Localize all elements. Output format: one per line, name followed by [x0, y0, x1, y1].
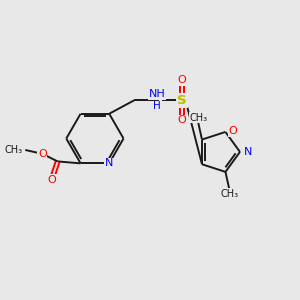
Text: O: O [177, 116, 186, 125]
Text: S: S [177, 94, 187, 107]
Text: NH: NH [148, 89, 165, 99]
Text: CH₃: CH₃ [4, 145, 22, 155]
Text: CH₃: CH₃ [220, 189, 238, 199]
Text: N: N [105, 158, 113, 168]
Text: CH₃: CH₃ [189, 112, 207, 123]
Text: O: O [38, 149, 47, 159]
Text: O: O [228, 126, 237, 136]
Text: H: H [153, 101, 161, 111]
Text: O: O [48, 175, 56, 184]
Text: O: O [177, 75, 186, 85]
Text: N: N [244, 147, 252, 157]
